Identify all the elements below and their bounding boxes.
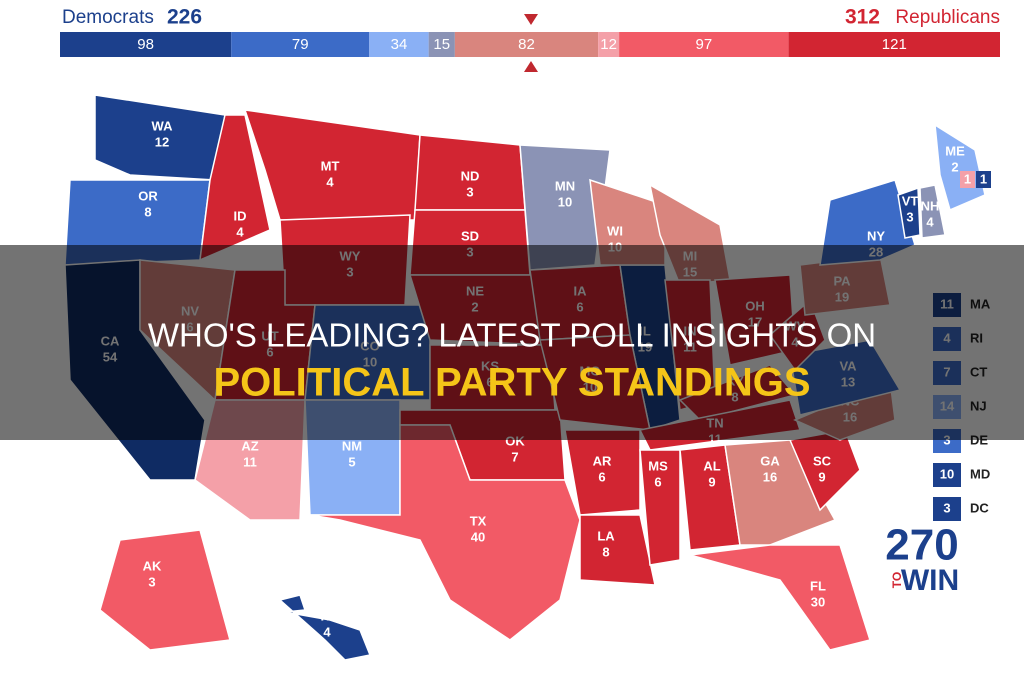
state-abbr: ME xyxy=(945,143,965,158)
right-party: Republicans xyxy=(895,7,1000,28)
state-abbr: WA xyxy=(152,118,174,133)
state-abbr: ID xyxy=(234,208,247,223)
logo-number: 270 xyxy=(885,521,958,570)
state-ev: 16 xyxy=(763,469,777,484)
state-ev: 3 xyxy=(148,574,155,589)
bar-segment-label: 97 xyxy=(696,36,713,53)
state-abbr: ND xyxy=(461,168,480,183)
state-abbr: NY xyxy=(867,228,885,243)
state-ev: 3 xyxy=(906,209,913,224)
state-ev: 9 xyxy=(818,469,825,484)
midpoint-marker xyxy=(524,61,538,72)
bar-segment xyxy=(231,32,370,57)
state xyxy=(934,123,986,212)
bar-segment-label: 34 xyxy=(391,36,408,53)
legend-box xyxy=(933,497,961,521)
state-abbr: TX xyxy=(470,513,487,528)
bar-segment-label: 79 xyxy=(292,36,309,53)
state xyxy=(724,439,837,546)
state-ev: 4 xyxy=(236,224,244,239)
state-ev: 30 xyxy=(811,594,825,609)
ev-bar: 98 79 34 15 82 12 97 121 xyxy=(60,32,1000,57)
bar-segment xyxy=(619,32,789,57)
state-abbr: AZ xyxy=(241,438,258,453)
logo: 270 TO WIN xyxy=(885,521,959,597)
state xyxy=(99,529,231,651)
state-abbr: HI xyxy=(321,608,334,623)
state-ev: 8 xyxy=(602,544,609,559)
overlay-title: WHO'S LEADING? LATEST POLL INSIGHTS ON xyxy=(148,317,876,354)
bar-segment-label: 15 xyxy=(433,36,450,53)
state-abbr: AK xyxy=(143,558,162,573)
state xyxy=(639,449,681,566)
state-abbr: SC xyxy=(813,453,832,468)
overlay-subtitle: POLITICAL PARTY STANDINGS xyxy=(213,361,810,405)
bar-segment xyxy=(369,32,429,57)
state xyxy=(278,594,372,661)
state-ev: 5 xyxy=(348,454,355,469)
right-total: 312 xyxy=(845,6,880,29)
state-abbr: FL xyxy=(810,578,826,593)
state-ev: 4 xyxy=(323,624,331,639)
state-ev: 6 xyxy=(598,469,605,484)
state-abbr: AL xyxy=(703,458,720,473)
state-ev: 40 xyxy=(471,529,485,544)
state-ev: 9 xyxy=(708,474,715,489)
logo-to: TO xyxy=(890,572,904,588)
state-abbr: MT xyxy=(321,158,340,173)
state-ev: 7 xyxy=(511,449,518,464)
district-ev: 1 xyxy=(980,171,987,186)
legend-abbr: DC xyxy=(970,500,989,515)
legend-abbr: MD xyxy=(970,466,990,481)
bar-segment-label: 82 xyxy=(518,36,535,53)
state-ev: 2 xyxy=(951,159,958,174)
district-box xyxy=(960,171,975,188)
district-box xyxy=(976,171,991,188)
state-ev: 8 xyxy=(144,204,151,219)
left-party: Democrats xyxy=(62,7,154,28)
state xyxy=(94,94,226,181)
state-abbr: OR xyxy=(138,188,158,203)
state xyxy=(689,544,871,651)
bar-segment-label: 121 xyxy=(882,36,907,53)
bar-segment xyxy=(788,32,1000,57)
bar-segment xyxy=(454,32,599,57)
legend-box xyxy=(933,463,961,487)
logo-win: WIN xyxy=(901,564,959,597)
state xyxy=(919,184,946,239)
state-abbr: AR xyxy=(593,453,612,468)
state-abbr: GA xyxy=(760,453,780,468)
bar-segment xyxy=(598,32,620,57)
state-abbr: NH xyxy=(921,198,940,213)
district-ev: 1 xyxy=(964,171,971,186)
state-ev: 11 xyxy=(243,454,257,469)
state-abbr: WI xyxy=(607,223,623,238)
state-abbr: LA xyxy=(597,528,615,543)
bar-segment xyxy=(428,32,455,57)
state-ev: 3 xyxy=(466,184,473,199)
state xyxy=(897,186,921,239)
state-ev: 4 xyxy=(926,214,934,229)
legend-ev: 3 xyxy=(943,500,950,515)
state-abbr: MS xyxy=(648,458,668,473)
state-ev: 6 xyxy=(654,474,661,489)
state-ev: 4 xyxy=(326,174,334,189)
bar-segment-label: 12 xyxy=(600,36,617,53)
bar-segment-label: 98 xyxy=(137,36,154,53)
state-ev: 12 xyxy=(155,134,169,149)
midpoint-marker xyxy=(524,14,538,25)
state-abbr: SD xyxy=(461,228,479,243)
left-total: 226 xyxy=(167,6,202,29)
legend-ev: 10 xyxy=(940,466,954,481)
state-ev: 10 xyxy=(558,194,572,209)
bar-segment xyxy=(60,32,232,57)
title-overlay xyxy=(0,245,1024,440)
state-abbr: NM xyxy=(342,438,362,453)
state xyxy=(309,424,581,641)
state-abbr: MN xyxy=(555,178,575,193)
state-abbr: VT xyxy=(902,193,919,208)
state xyxy=(579,514,656,586)
